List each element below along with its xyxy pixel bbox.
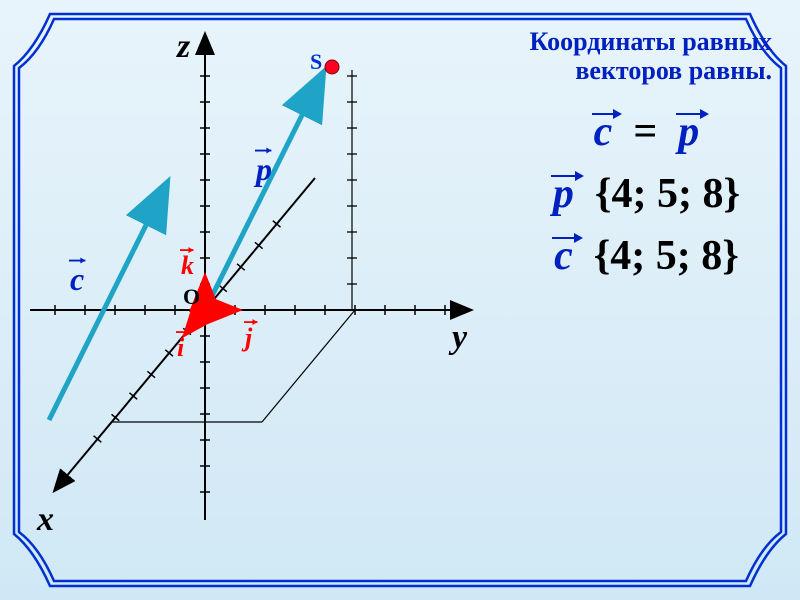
svg-text:k: k [181, 251, 194, 280]
svg-text:z: z [176, 28, 191, 65]
svg-text:x: x [36, 501, 54, 538]
svg-text:i: i [177, 333, 185, 362]
svg-text:j: j [241, 323, 253, 352]
svg-text:y: y [448, 319, 468, 356]
svg-text:c: c [70, 261, 84, 297]
svg-text:O: O [183, 284, 200, 309]
coordinate-diagram: y z x O Si j k p c [0, 0, 800, 600]
svg-text:p: p [253, 151, 272, 187]
svg-text:S: S [310, 49, 322, 74]
